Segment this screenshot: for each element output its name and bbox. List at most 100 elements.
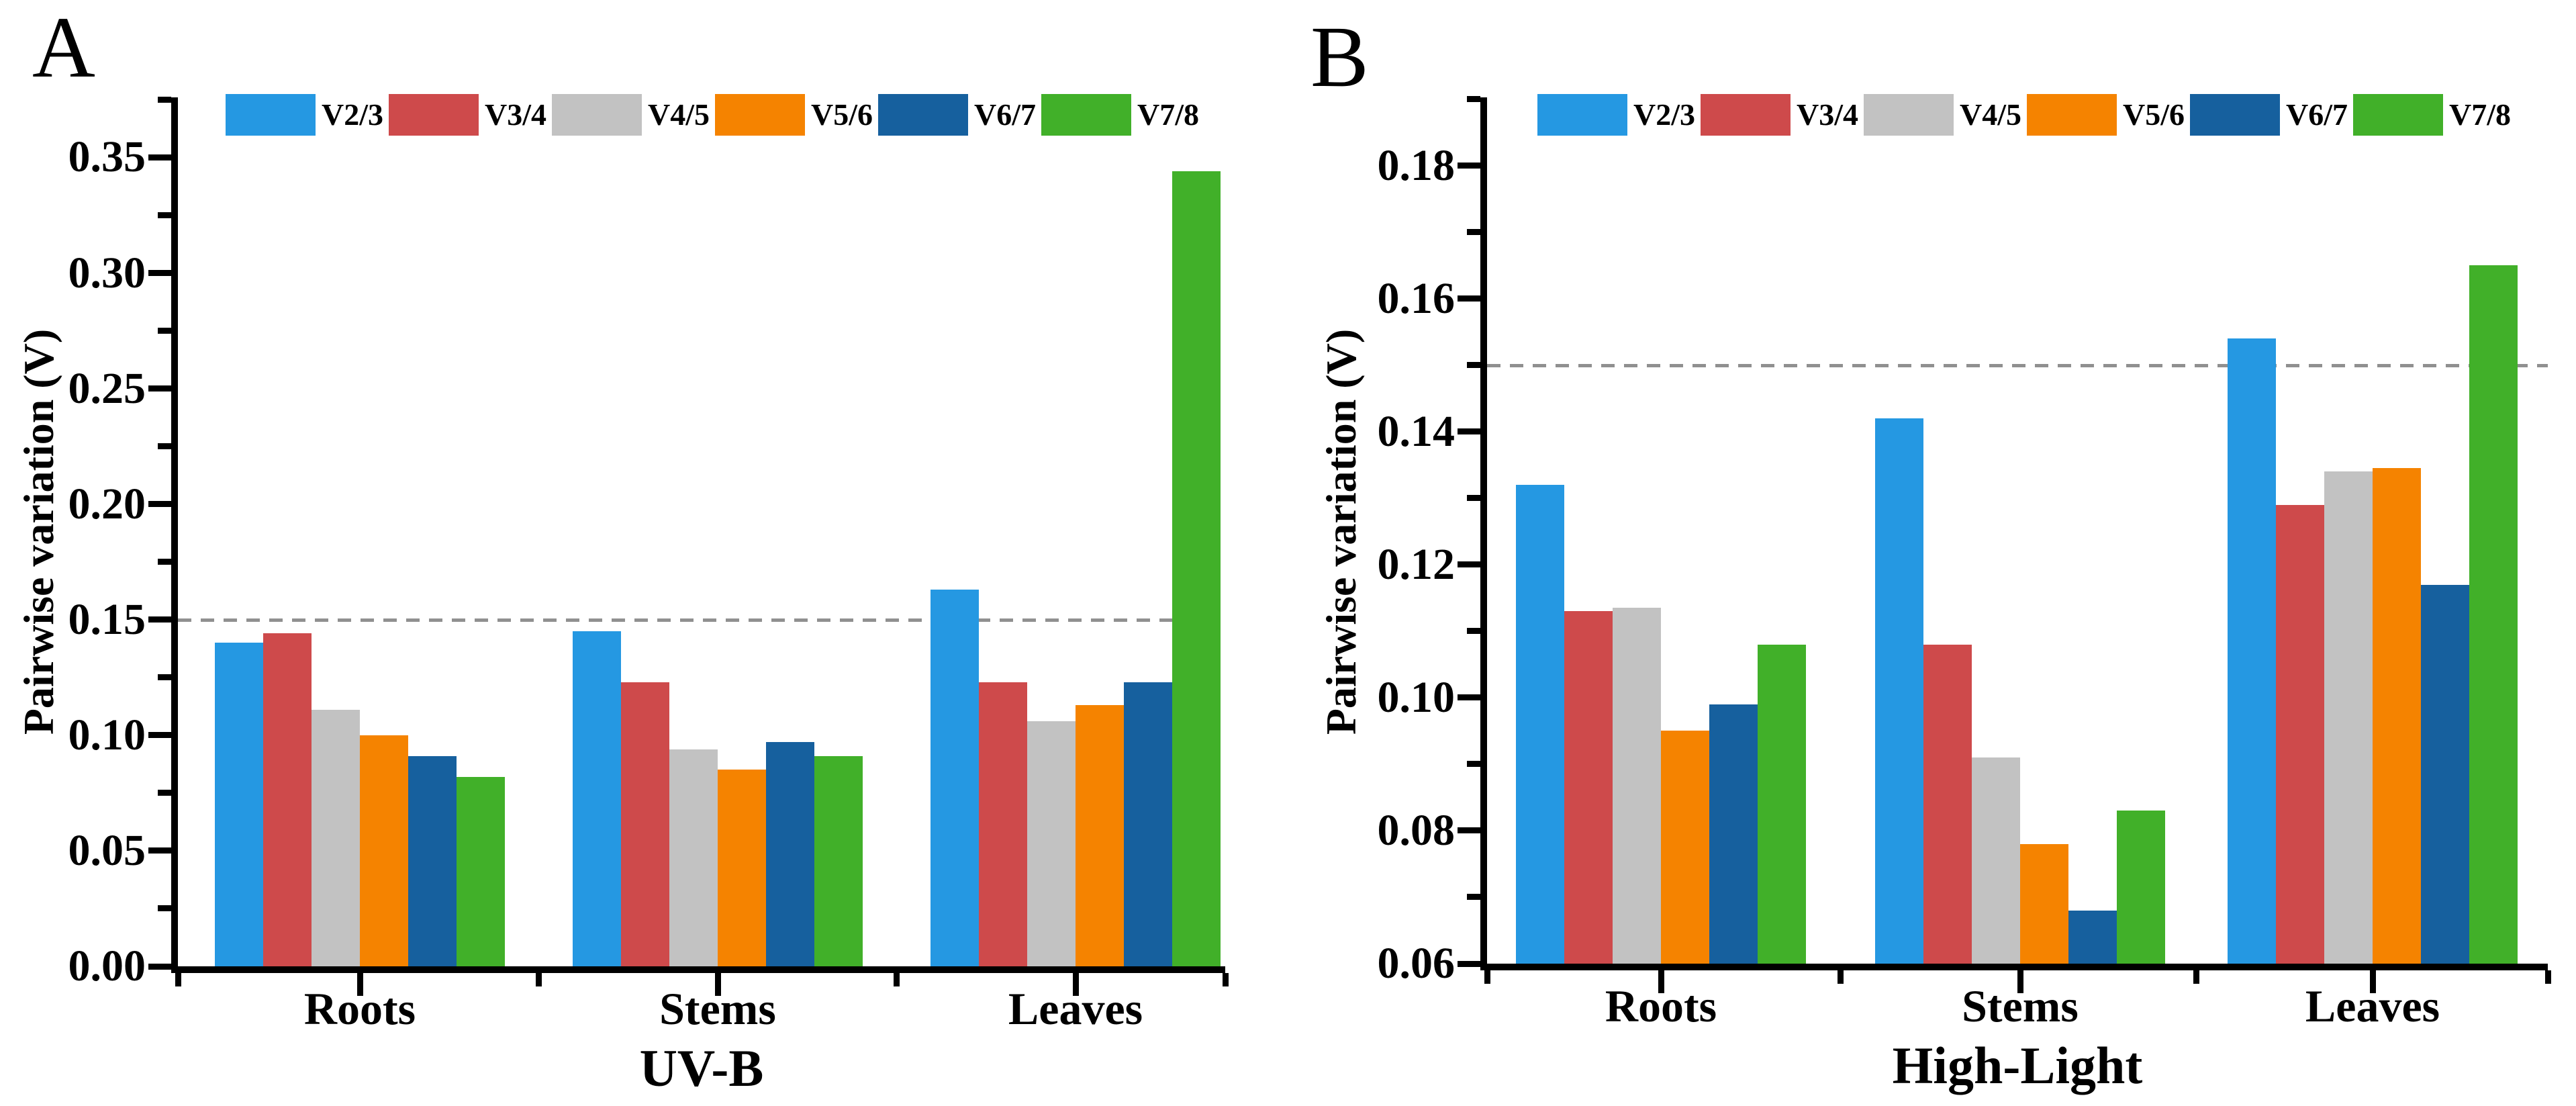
panel-b-y-major-tick — [1458, 960, 1480, 967]
panel-b-legend-item-v6-7: V6/7 — [2190, 94, 2348, 136]
panel-b-category-label-roots: Roots — [1605, 980, 1717, 1031]
bar-leaves-v4-5 — [2324, 471, 2373, 964]
bar-stems-v7-8 — [2117, 811, 2165, 964]
panel-a-y-minor-tick — [158, 328, 171, 334]
panel-b-y-tick-label: 0.12 — [1377, 539, 1456, 589]
panel-a-y-tick-label: 0.15 — [68, 594, 146, 644]
legend-swatch-v2-3 — [1537, 94, 1627, 136]
bar-leaves-v6-7 — [2421, 584, 2469, 964]
panel-a-y-tick-label: 0.05 — [68, 825, 146, 875]
panel-a-y-major-tick — [148, 732, 171, 739]
legend-swatch-v3-4 — [389, 94, 479, 136]
bar-roots-v6-7 — [1709, 704, 1758, 964]
panel-a-y-major-tick — [148, 501, 171, 508]
panel-a-y-minor-tick — [158, 443, 171, 450]
bar-stems-v7-8 — [814, 755, 863, 966]
bar-stems-v6-7 — [766, 742, 814, 966]
bar-leaves-v4-5 — [1027, 721, 1076, 966]
panel-a-y-minor-tick — [158, 674, 171, 681]
legend-swatch-v2-3 — [226, 94, 316, 136]
panel-b-y-minor-tick — [1467, 229, 1480, 236]
panel-a-x-major-tick — [714, 973, 721, 996]
panel-a-x-axis-title: UV-B — [639, 1039, 764, 1097]
panel-b-category-label-stems: Stems — [1962, 980, 2079, 1031]
legend-swatch-v6-7 — [2190, 94, 2280, 136]
panel-a-y-tick-label: 0.35 — [68, 132, 146, 182]
legend-swatch-v7-8 — [2353, 94, 2443, 136]
panel-a-y-minor-tick — [158, 905, 171, 912]
panel-a-y-minor-tick — [158, 559, 171, 565]
legend-label: V7/8 — [1137, 97, 1199, 132]
bar-stems-v2-3 — [573, 631, 621, 966]
panel-b-x-axis-title: High-Light — [1892, 1036, 2143, 1095]
legend-label: V7/8 — [2449, 97, 2511, 132]
panel-a-x-axis-spine — [171, 966, 1225, 973]
panel-b-legend-item-v7-8: V7/8 — [2353, 94, 2511, 136]
panel-b-y-major-tick — [1458, 295, 1480, 302]
bar-roots-v6-7 — [408, 755, 457, 966]
panel-a-y-minor-tick — [158, 790, 171, 796]
legend-label: V5/6 — [2123, 97, 2185, 132]
panel-a-legend-item-v5-6: V5/6 — [715, 94, 873, 136]
panel-a-legend-item-v6-7: V6/7 — [878, 94, 1036, 136]
bar-roots-v5-6 — [1661, 731, 1709, 964]
panel-b-legend-item-v4-5: V4/5 — [1864, 94, 2021, 136]
bar-leaves-v2-3 — [2228, 338, 2276, 964]
bar-stems-v5-6 — [2020, 843, 2068, 964]
bar-leaves-v3-4 — [2276, 504, 2324, 964]
panel-b-y-major-tick — [1458, 428, 1480, 435]
bar-roots-v2-3 — [215, 643, 263, 966]
panel-a-x-major-tick — [356, 973, 363, 996]
panel-b-x-axis-spine — [1480, 964, 2548, 970]
panel-a-y-major-tick — [148, 963, 171, 970]
bar-roots-v3-4 — [1564, 611, 1613, 964]
panel-b-y-minor-tick — [1467, 96, 1480, 103]
panel-a-x-minor-tick — [1222, 973, 1229, 986]
panel-b-y-axis-title: Pairwise variation (V) — [1317, 328, 1365, 735]
bar-leaves-v5-6 — [2373, 468, 2421, 964]
bar-stems-v4-5 — [1972, 757, 2020, 964]
legend-label: V6/7 — [974, 97, 1036, 132]
panel-a-y-major-tick — [148, 270, 171, 277]
panel-a-y-axis-title: Pairwise variation (V) — [15, 328, 62, 735]
panel-b-legend-item-v2-3: V2/3 — [1537, 94, 1695, 136]
panel-b-x-minor-tick — [1838, 970, 1844, 984]
panel-b-x-minor-tick — [2193, 970, 2199, 984]
panel-a-y-tick-label: 0.25 — [68, 363, 146, 413]
panel-a-legend-item-v3-4: V3/4 — [389, 94, 546, 136]
panel-a-y-minor-tick — [158, 96, 171, 103]
panel-b-y-tick-label: 0.06 — [1377, 939, 1456, 988]
legend-label: V4/5 — [1960, 97, 2021, 132]
panel-a-legend-item-v2-3: V2/3 — [226, 94, 383, 136]
panel-a-legend-item-v7-8: V7/8 — [1041, 94, 1199, 136]
legend-swatch-v4-5 — [1864, 94, 1954, 136]
legend-label: V5/6 — [811, 97, 873, 132]
panel-b-y-major-tick — [1458, 163, 1480, 169]
panel-a-y-major-tick — [148, 847, 171, 854]
panel-b-y-tick-label: 0.14 — [1377, 406, 1456, 456]
panel-b-y-major-tick — [1458, 694, 1480, 701]
panel-a-x-minor-tick — [894, 973, 900, 986]
panel-a-category-label-roots: Roots — [303, 983, 416, 1034]
bar-roots-v7-8 — [1758, 644, 1806, 964]
legend-swatch-v3-4 — [1701, 94, 1791, 136]
panel-a-label: A — [32, 0, 95, 96]
bar-leaves-v2-3 — [931, 590, 979, 966]
panel-b-y-minor-tick — [1467, 761, 1480, 768]
panel-b-label: B — [1310, 9, 1369, 105]
panel-b-y-minor-tick — [1467, 495, 1480, 502]
panel-a-x-minor-tick — [536, 973, 542, 986]
panel-a-y-major-tick — [148, 616, 171, 623]
panel-b-y-major-tick — [1458, 561, 1480, 568]
bar-roots-v7-8 — [457, 776, 505, 966]
panel-b-legend: V2/3 V3/4 V4/5 V5/6 V6/7 V7/8 — [1537, 94, 2511, 136]
panel-b-x-major-tick — [2369, 970, 2376, 993]
panel-b-y-tick-label: 0.10 — [1377, 672, 1456, 722]
bar-leaves-v7-8 — [2469, 265, 2518, 964]
bar-stems-v3-4 — [1923, 644, 1972, 964]
bar-roots-v3-4 — [263, 633, 312, 966]
panel-b-y-minor-tick — [1467, 628, 1480, 635]
panel-a-legend: V2/3 V3/4 V4/5 V5/6 V6/7 V7/8 — [226, 94, 1199, 136]
panel-b-legend-item-v5-6: V5/6 — [2027, 94, 2185, 136]
